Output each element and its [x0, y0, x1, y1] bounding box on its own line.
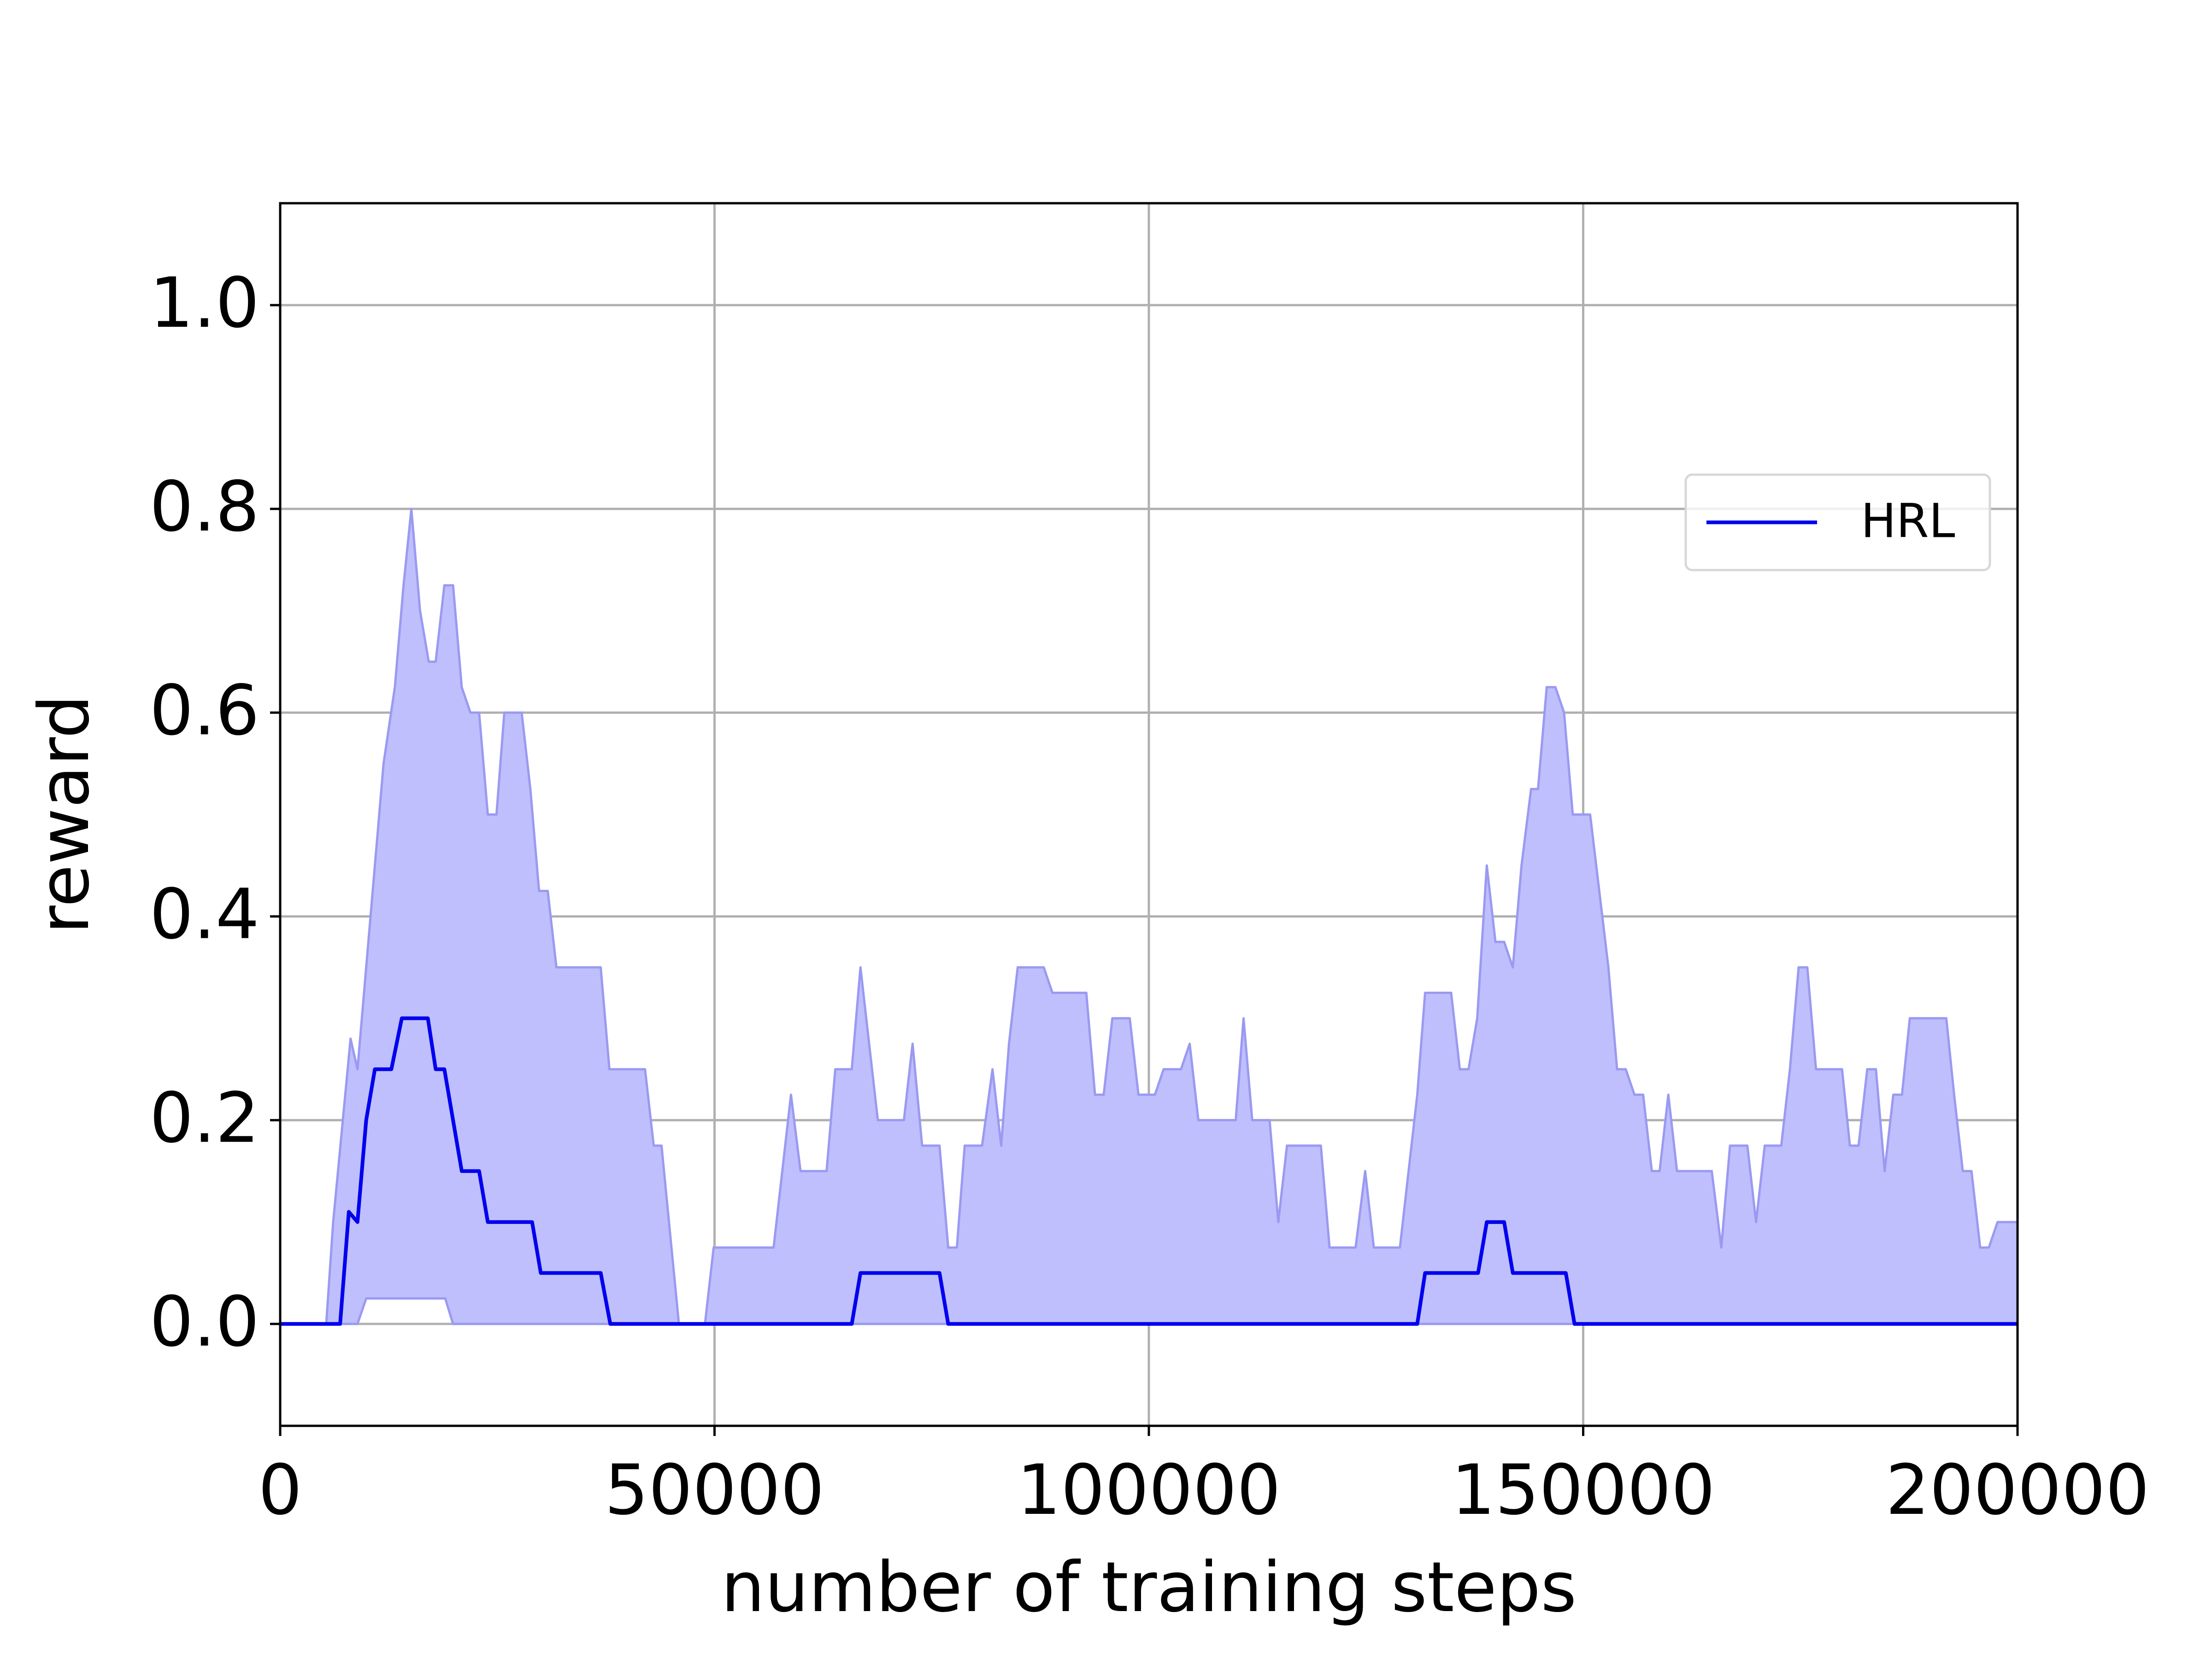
x-tick-label: 50000 — [605, 1450, 824, 1530]
legend: HRL — [1684, 473, 1991, 571]
x-tick-label: 150000 — [1451, 1450, 1715, 1530]
x-tick-label: 100000 — [1017, 1450, 1281, 1530]
legend-box — [1684, 473, 1991, 571]
y-tick-label: 0.0 — [149, 1282, 259, 1362]
confidence-band — [279, 507, 2019, 1325]
y-axis-label: reward — [24, 694, 105, 934]
x-tick-label: 200000 — [1886, 1450, 2150, 1530]
series-line — [280, 1016, 2018, 1326]
x-axis-label: number of training steps — [721, 1547, 1577, 1628]
legend-label: HRL — [1861, 494, 1955, 548]
y-tick-label: 0.6 — [149, 671, 259, 751]
x-tick-label: 0 — [258, 1450, 302, 1530]
y-tick-label: 0.2 — [149, 1078, 259, 1159]
y-tick-label: 1.0 — [149, 263, 259, 343]
y-tick-label: 0.4 — [149, 875, 259, 955]
y-tick-label: 0.8 — [149, 467, 259, 547]
